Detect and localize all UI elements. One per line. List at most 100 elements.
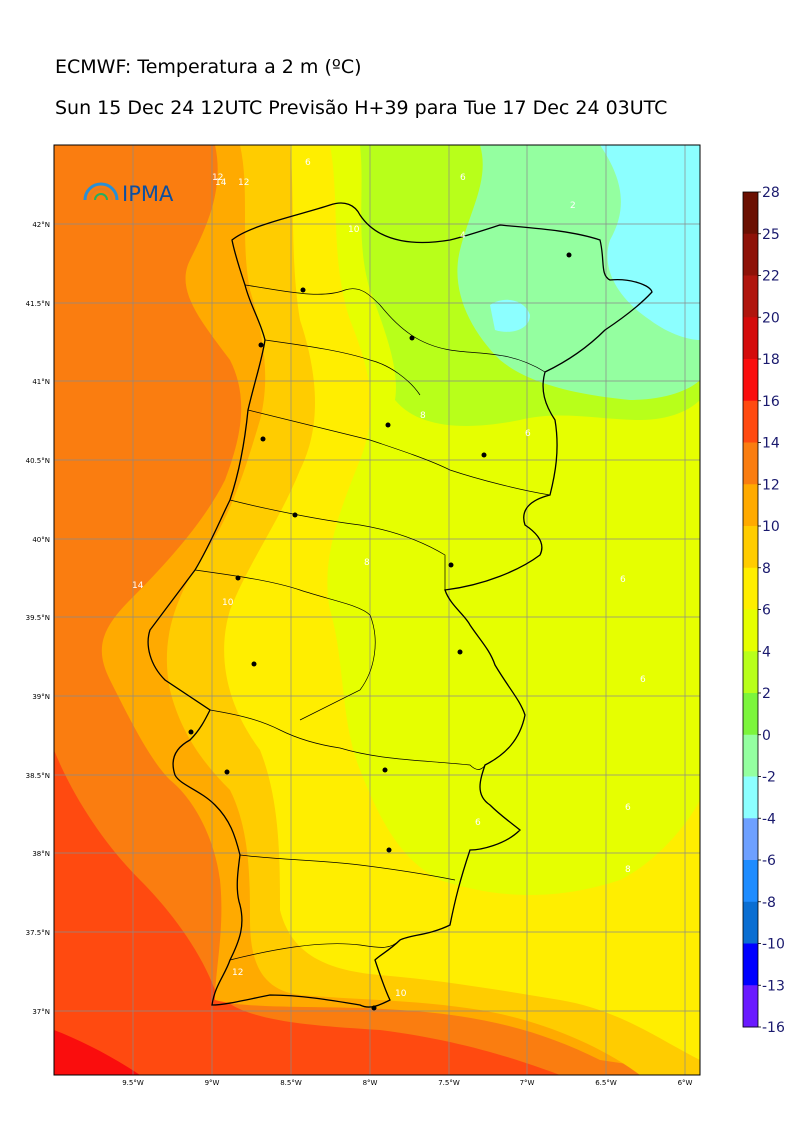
colorbar-label: 14 xyxy=(762,436,780,452)
contour-labels: 14 12 10 8 6 4 2 6 6 8 6 6 10 12 8 6 6 1… xyxy=(132,158,646,999)
contour-label: 8 xyxy=(625,865,631,875)
colorbar-label: 2 xyxy=(762,686,771,702)
lat-label: 41°N xyxy=(32,378,50,386)
colorbar-segment xyxy=(743,442,758,485)
colorbar-segment xyxy=(743,776,758,819)
lon-label: 9.5°W xyxy=(122,1079,144,1087)
lat-label: 41.5°N xyxy=(26,300,50,308)
colorbar-segment xyxy=(743,734,758,777)
lat-label: 40.5°N xyxy=(26,457,50,465)
contour-label: 8 xyxy=(364,558,370,568)
coldest-zone-patch xyxy=(490,299,530,332)
colorbar-segment xyxy=(743,651,758,694)
grid-lines xyxy=(54,145,700,1075)
lon-label: 6°W xyxy=(678,1079,693,1087)
lat-label: 37.5°N xyxy=(26,929,50,937)
lon-label: 6.5°W xyxy=(595,1079,617,1087)
ipma-logo: IPMA xyxy=(83,182,174,206)
portugal-outline xyxy=(147,202,653,1008)
warm-ocean-zone xyxy=(54,750,560,1075)
contour-label: 10 xyxy=(348,225,360,235)
contour-label: 10 xyxy=(395,989,407,999)
lat-label: 40°N xyxy=(32,536,50,544)
contour-label: 6 xyxy=(640,675,646,685)
chart-subtitle: Sun 15 Dec 24 12UTC Previsão H+39 para T… xyxy=(55,97,668,119)
plot-frame xyxy=(53,144,701,1076)
city-markers xyxy=(188,252,572,1011)
colorbar-label: 16 xyxy=(762,394,780,410)
colorbar-segment xyxy=(743,901,758,944)
lat-label: 39.5°N xyxy=(26,614,50,622)
logo-text: IPMA xyxy=(122,182,174,206)
colorbar-label: -6 xyxy=(762,853,776,869)
colorbar-label: 0 xyxy=(762,728,771,744)
lat-label: 39°N xyxy=(32,693,50,701)
lat-label: 38.5°N xyxy=(26,772,50,780)
colorbar-label: 25 xyxy=(762,227,780,243)
colorbar-label: -13 xyxy=(762,978,785,994)
contour-label: 12 xyxy=(212,173,223,183)
colorbar-label: 10 xyxy=(762,519,780,535)
contour-label: 8 xyxy=(420,411,426,421)
colorbar-label: 4 xyxy=(762,644,771,660)
hot-ocean-zone xyxy=(54,1030,140,1075)
contour-label: 12 xyxy=(238,178,249,188)
lon-label: 8°W xyxy=(363,1079,378,1087)
coldest-zone xyxy=(600,145,700,340)
contour-label: 6 xyxy=(460,173,466,183)
colorbar-segment xyxy=(743,943,758,986)
contour-label: 2 xyxy=(570,201,576,211)
temperature-field xyxy=(54,145,700,1075)
colorbar-segment xyxy=(743,192,758,235)
lon-label: 7.5°W xyxy=(438,1079,460,1087)
colorbar-label: 6 xyxy=(762,603,771,619)
contour-label: 6 xyxy=(475,818,481,828)
colorbar-segment xyxy=(743,985,758,1028)
colorbar-label: 8 xyxy=(762,561,771,577)
contour-label: 10 xyxy=(222,598,234,608)
colorbar-segment xyxy=(743,484,758,527)
colorbar-segment xyxy=(743,400,758,443)
colorbar-label: -2 xyxy=(762,770,776,786)
colorbar-label: -16 xyxy=(762,1020,785,1036)
colorbar-label: 12 xyxy=(762,477,780,493)
contour-label: 14 xyxy=(215,178,227,188)
contour-label: 6 xyxy=(625,803,631,813)
lon-label: 8.5°W xyxy=(280,1079,302,1087)
colorbar-segment xyxy=(743,317,758,360)
contour-label: 12 xyxy=(232,968,243,978)
latitude-axis: 42°N 41.5°N 41°N 40.5°N 40°N 39.5°N 39°N… xyxy=(26,221,50,1016)
contour-label: 4 xyxy=(460,231,466,241)
colorbar-segment xyxy=(743,860,758,903)
colorbar-label: -8 xyxy=(762,895,776,911)
colorbar-segment xyxy=(743,233,758,276)
colorbar-segment xyxy=(743,526,758,569)
colorbar-segment xyxy=(743,818,758,861)
colorbar-segment xyxy=(743,359,758,402)
lat-label: 38°N xyxy=(32,850,50,858)
colorbar-label: 22 xyxy=(762,269,780,285)
colorbar-label: 18 xyxy=(762,352,780,368)
colorbar-segment xyxy=(743,275,758,318)
colorbar-segment xyxy=(743,567,758,610)
logo-arc-icon xyxy=(83,182,119,201)
longitude-axis: 9.5°W 9°W 8.5°W 8°W 7.5°W 7°W 6.5°W 6°W xyxy=(122,1079,692,1087)
colorbar-label: -4 xyxy=(762,811,776,827)
contour-label: 6 xyxy=(620,575,626,585)
lon-label: 7°W xyxy=(520,1079,535,1087)
colorbar-segment xyxy=(743,609,758,652)
lat-label: 42°N xyxy=(32,221,50,229)
district-borders xyxy=(194,284,551,961)
contour-label: 14 xyxy=(132,581,144,591)
chart-title: ECMWF: Temperatura a 2 m (ºC) xyxy=(55,56,362,78)
colorbar-label: 20 xyxy=(762,310,780,326)
lat-label: 37°N xyxy=(32,1008,50,1016)
lon-label: 9°W xyxy=(205,1079,220,1087)
colorbar-segment xyxy=(743,693,758,736)
contour-label: 6 xyxy=(525,429,531,439)
colorbar-label: 28 xyxy=(762,185,780,201)
colorbar-label: -10 xyxy=(762,937,785,953)
contour-label: 6 xyxy=(305,158,311,168)
